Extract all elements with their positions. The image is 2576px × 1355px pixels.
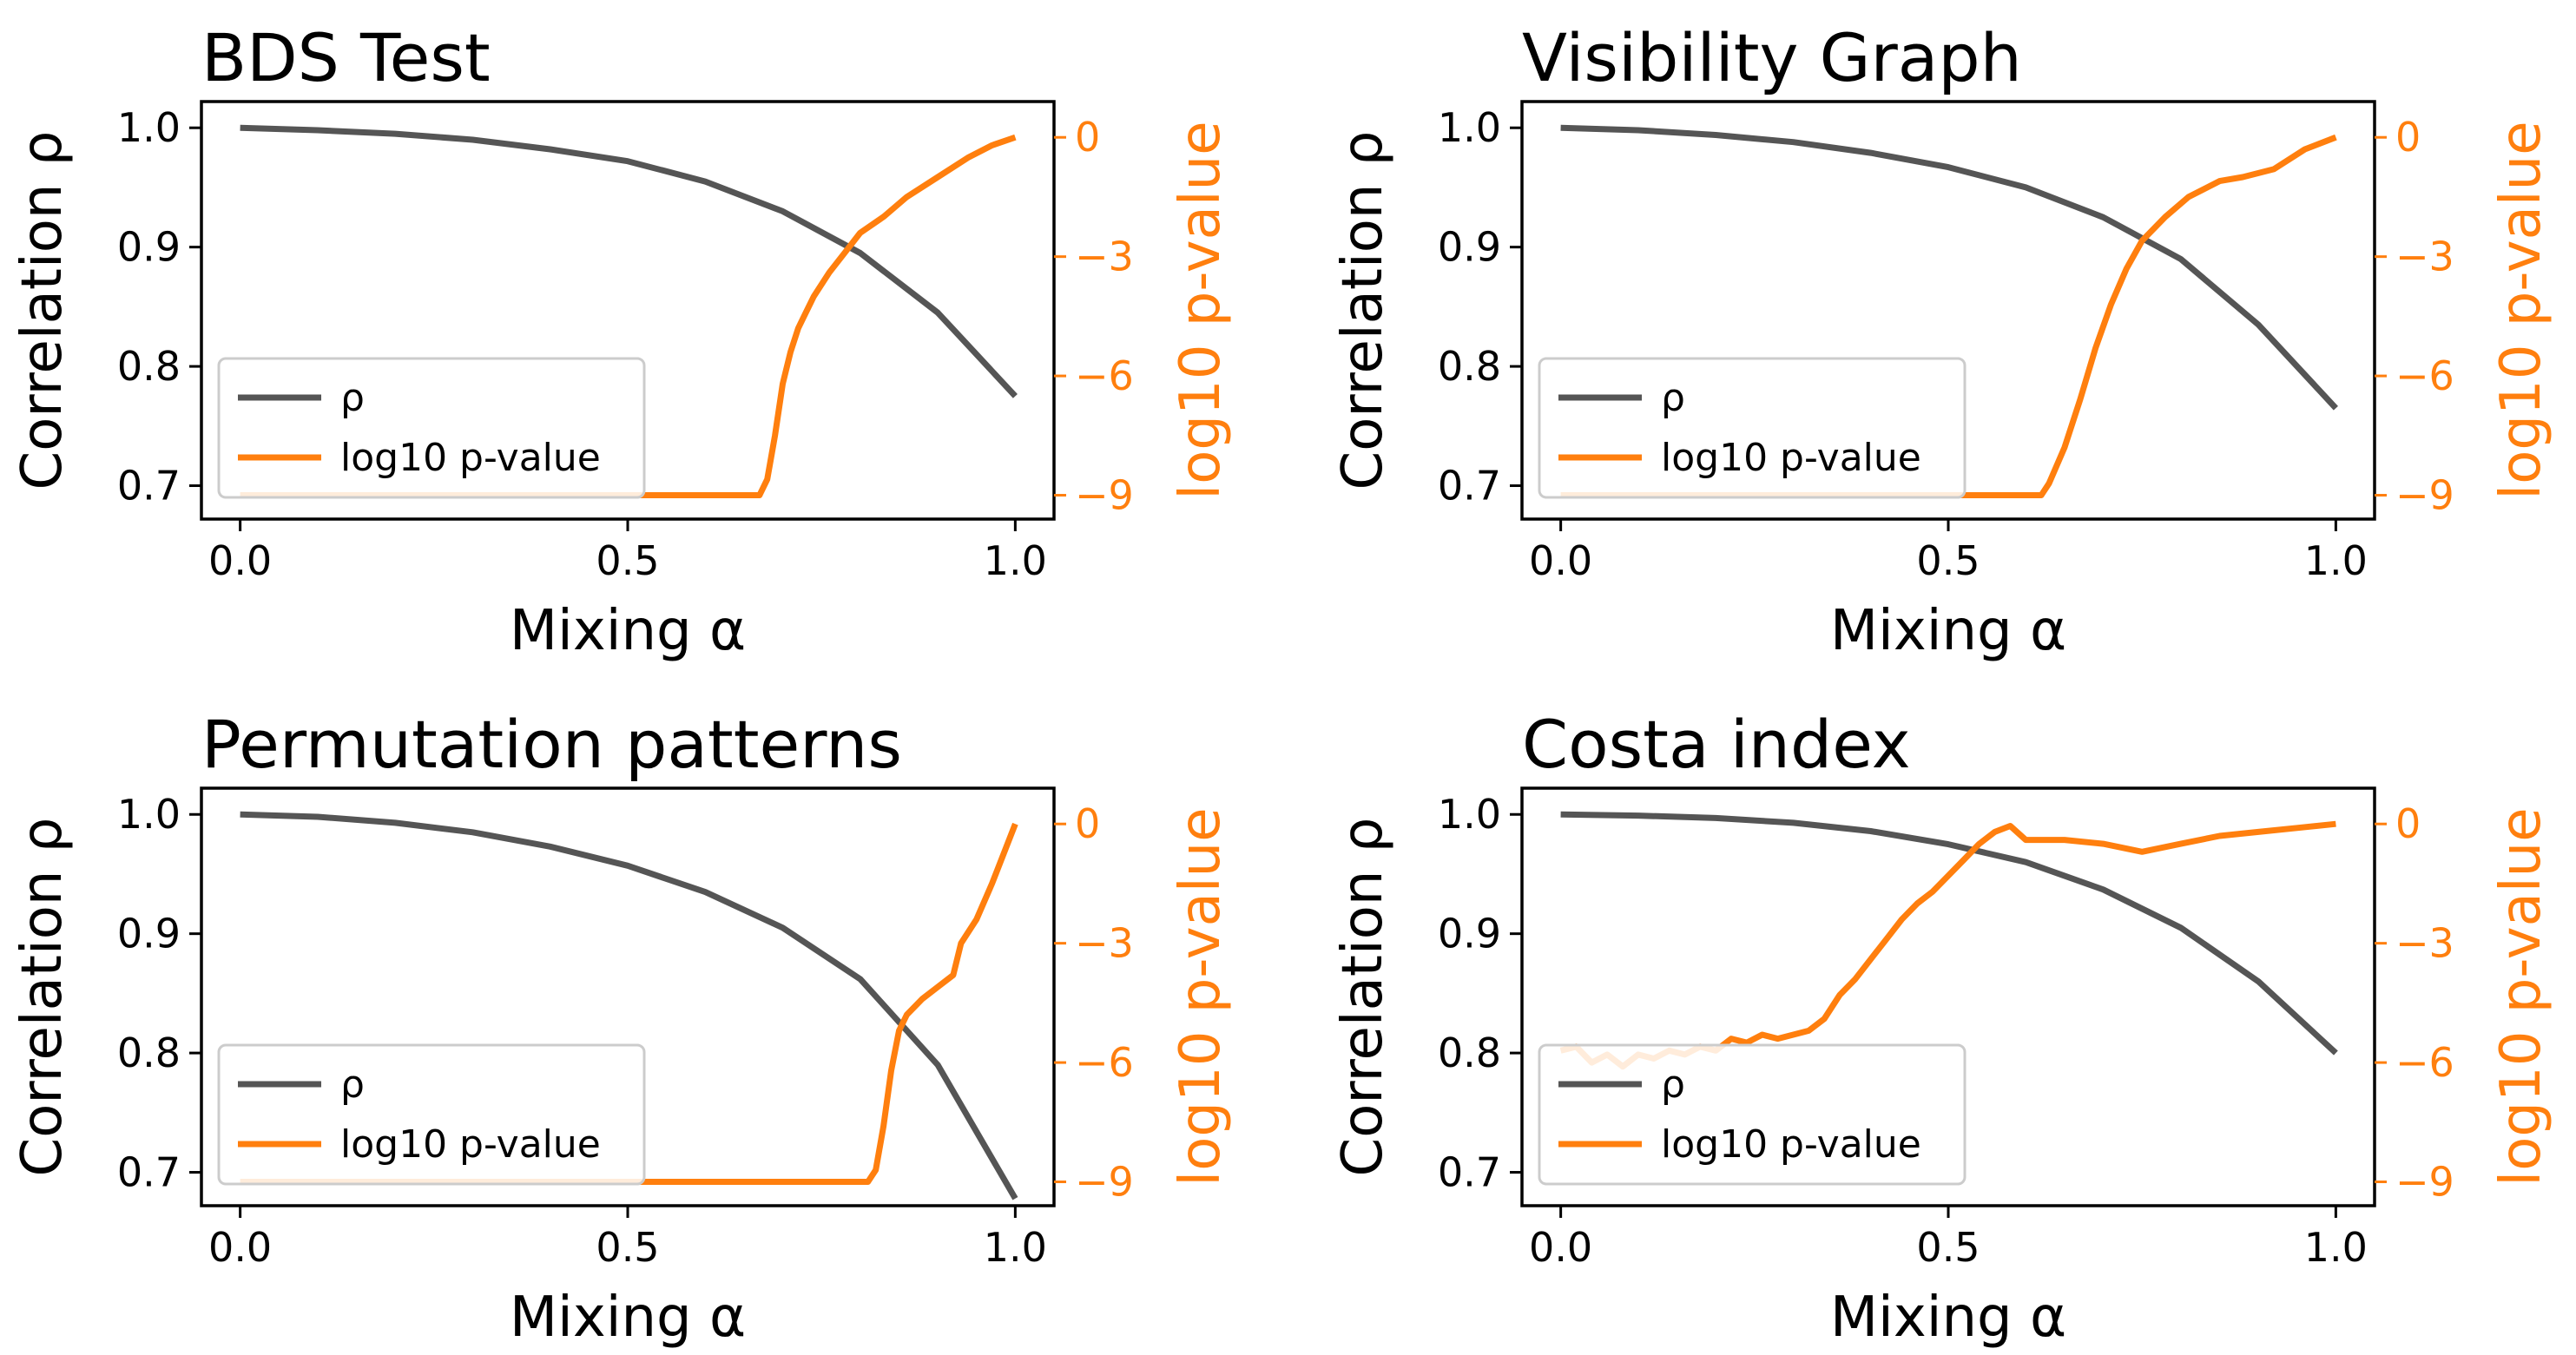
y-left-tick-label: 0.9	[1438, 911, 1501, 957]
y-right-tick-label: −3	[1075, 920, 1134, 967]
y-left-tick-label: 1.0	[117, 791, 181, 838]
chart-panel-4: Costa index 0.0 0.5 1.0 0.7 0.8 0.9 1.0 −9 −6 −3 0 M…	[1331, 706, 2553, 1350]
legend-label-rho: ρ	[340, 376, 365, 420]
rho-line	[1560, 811, 2338, 1056]
x-tick-label: 0.0	[208, 537, 272, 584]
y-right-tick-label: −6	[2395, 1039, 2454, 1086]
rho-line	[1560, 124, 2338, 411]
legend-label-rho: ρ	[1661, 376, 1685, 420]
x-tick-label: 0.0	[208, 1224, 272, 1271]
y-right-tick-label: 0	[2395, 800, 2421, 847]
y-left-tick-label: 0.8	[1438, 343, 1501, 390]
y-right-tick-label: −3	[1075, 234, 1134, 280]
chart-panel-3: Permutation patterns 0.0 0.5 1.0 0.7 0.8 0.9 1.…	[10, 706, 1233, 1350]
y-left-tick-label: 0.7	[1438, 463, 1501, 510]
legend-box	[1538, 357, 1967, 499]
pvalue-line	[240, 134, 1017, 498]
y-left-tick-label: 1.0	[1438, 791, 1501, 838]
x-axis-label: Mixing α	[1830, 599, 2066, 663]
legend: ρ log10 p-value	[1538, 1043, 1967, 1186]
y-left-tick-label: 0.9	[1438, 224, 1501, 271]
chart-title: Visibility Graph	[1522, 19, 2022, 96]
chart-panel-1: BDS Test 0.0 0.5 1.0 0.7 0.8 0.9 1.0 −9 −6 −3 0 Mixi…	[10, 19, 1233, 663]
legend-box	[217, 357, 646, 499]
x-axis-label: Mixing α	[510, 1286, 746, 1350]
y-right-axis-label: log10 p-value	[2489, 807, 2553, 1186]
x-tick-label: 0.5	[596, 537, 659, 584]
legend-label-pvalue: log10 p-value	[340, 436, 601, 480]
y-right-tick-label: 0	[1075, 800, 1100, 847]
chart-title: Permutation patterns	[201, 706, 902, 783]
chart-title: Costa index	[1522, 706, 1911, 783]
y-left-tick-label: 0.7	[117, 463, 181, 510]
x-tick-label: 1.0	[984, 1224, 1047, 1271]
y-left-axis-label: Correlation ρ	[1331, 131, 1395, 490]
y-left-tick-label: 0.7	[117, 1149, 181, 1196]
legend: ρ log10 p-value	[1538, 357, 1967, 499]
x-tick-label: 1.0	[2304, 1224, 2368, 1271]
x-tick-label: 0.5	[1916, 1224, 1980, 1271]
x-axis-label: Mixing α	[510, 599, 746, 663]
y-left-axis-label: Correlation ρ	[1331, 818, 1395, 1177]
y-right-tick-label: −9	[2395, 1159, 2454, 1206]
legend: ρ log10 p-value	[217, 357, 646, 499]
x-tick-label: 0.0	[1529, 537, 1592, 584]
y-right-tick-label: 0	[2395, 114, 2421, 161]
rho-line	[240, 124, 1018, 398]
y-right-tick-label: −9	[1075, 472, 1134, 519]
y-right-axis-label: log10 p-value	[1169, 121, 1233, 499]
y-right-tick-label: −6	[2395, 352, 2454, 399]
y-left-tick-label: 0.8	[1438, 1029, 1501, 1076]
legend-label-pvalue: log10 p-value	[1661, 436, 1921, 480]
y-right-tick-label: −9	[1075, 1159, 1134, 1206]
chart-title: BDS Test	[201, 19, 491, 96]
y-right-tick-label: −6	[1075, 352, 1134, 399]
legend-label-pvalue: log10 p-value	[340, 1122, 601, 1167]
y-right-tick-label: 0	[1075, 114, 1100, 161]
chart-panel-2: Visibility Graph 0.0 0.5 1.0 0.7 0.8 0.9 1.0 −9 −…	[1331, 19, 2553, 663]
y-left-axis-label: Correlation ρ	[10, 818, 75, 1177]
legend: ρ log10 p-value	[217, 1043, 646, 1186]
legend-box	[1538, 1043, 1967, 1186]
pvalue-line	[240, 822, 1018, 1185]
legend-label-rho: ρ	[1661, 1062, 1685, 1107]
x-tick-label: 0.5	[1916, 537, 1980, 584]
y-right-axis-label: log10 p-value	[2489, 121, 2553, 499]
legend-label-pvalue: log10 p-value	[1661, 1122, 1921, 1167]
y-left-tick-label: 0.8	[117, 343, 181, 390]
x-tick-label: 0.5	[596, 1224, 659, 1271]
y-left-tick-label: 0.8	[117, 1029, 181, 1076]
y-left-tick-label: 1.0	[1438, 104, 1501, 151]
y-right-tick-label: −9	[2395, 472, 2454, 519]
y-right-tick-label: −3	[2395, 920, 2454, 967]
legend-label-rho: ρ	[340, 1062, 365, 1107]
x-tick-label: 1.0	[984, 537, 1047, 584]
x-axis-label: Mixing α	[1830, 1286, 2066, 1350]
y-left-axis-label: Correlation ρ	[10, 131, 75, 490]
legend-box	[217, 1043, 646, 1186]
y-left-tick-label: 0.7	[1438, 1149, 1501, 1196]
rho-line	[240, 811, 1018, 1200]
y-right-tick-label: −6	[1075, 1039, 1134, 1086]
x-tick-label: 1.0	[2304, 537, 2368, 584]
x-tick-label: 0.0	[1529, 1224, 1592, 1271]
pvalue-line	[1560, 134, 2337, 498]
y-right-tick-label: −3	[2395, 234, 2454, 280]
y-left-tick-label: 0.9	[117, 224, 181, 271]
y-right-axis-label: log10 p-value	[1169, 807, 1233, 1186]
y-left-tick-label: 0.9	[117, 911, 181, 957]
y-left-tick-label: 1.0	[117, 104, 181, 151]
